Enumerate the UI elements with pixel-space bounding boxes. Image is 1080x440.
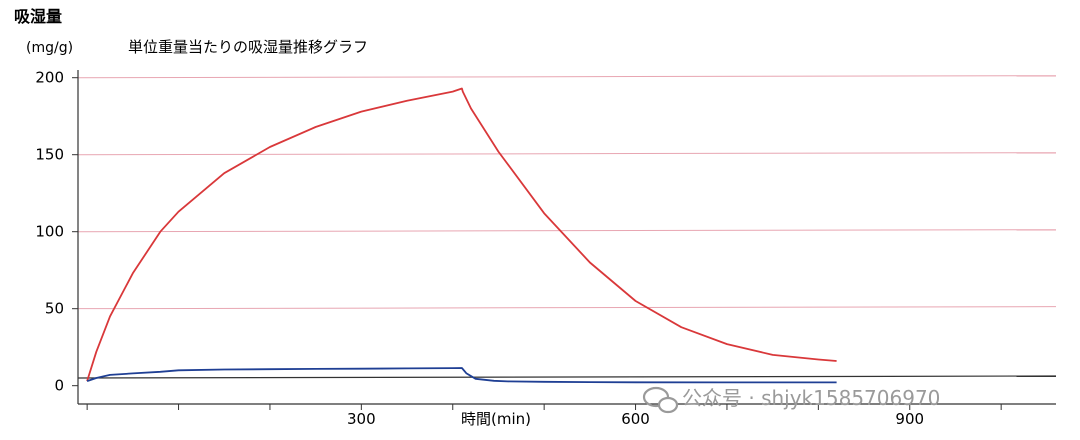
gridlines: [77, 75, 1057, 310]
zero-baseline: [77, 375, 1057, 379]
x-tick-label: 600: [621, 410, 650, 428]
x-tick-label: 300: [347, 410, 376, 428]
x-ticks: 300 600 900: [86, 404, 1002, 428]
y-tick-label: 50: [45, 300, 64, 318]
y-axis-label: 吸湿量: [14, 7, 62, 26]
gridline-200: [77, 75, 1057, 79]
series-line-2: [86, 367, 837, 384]
gridline-50: [77, 306, 1057, 310]
y-ticks: 0 50 100 150 200: [35, 69, 78, 395]
watermark-text: 公众号 · shjyk1585706970: [682, 386, 940, 410]
y-tick-label: 200: [35, 69, 64, 87]
chart-title: 単位重量当たりの吸湿量推移グラフ: [128, 38, 368, 56]
gridline-100: [77, 229, 1057, 233]
series-line-1: [86, 87, 837, 382]
y-axis-unit: (mg/g): [26, 40, 73, 56]
x-axis-label: 時間(min): [461, 410, 531, 428]
gridline-150: [77, 152, 1057, 156]
y-tick-label: 0: [54, 377, 64, 395]
watermark: 公众号 · shjyk1585706970: [642, 386, 940, 414]
y-tick-label: 150: [35, 146, 64, 164]
wechat-icon: [642, 386, 679, 414]
series-group: [86, 87, 837, 384]
y-tick-label: 100: [35, 223, 64, 241]
x-tick-label: 900: [895, 410, 924, 428]
